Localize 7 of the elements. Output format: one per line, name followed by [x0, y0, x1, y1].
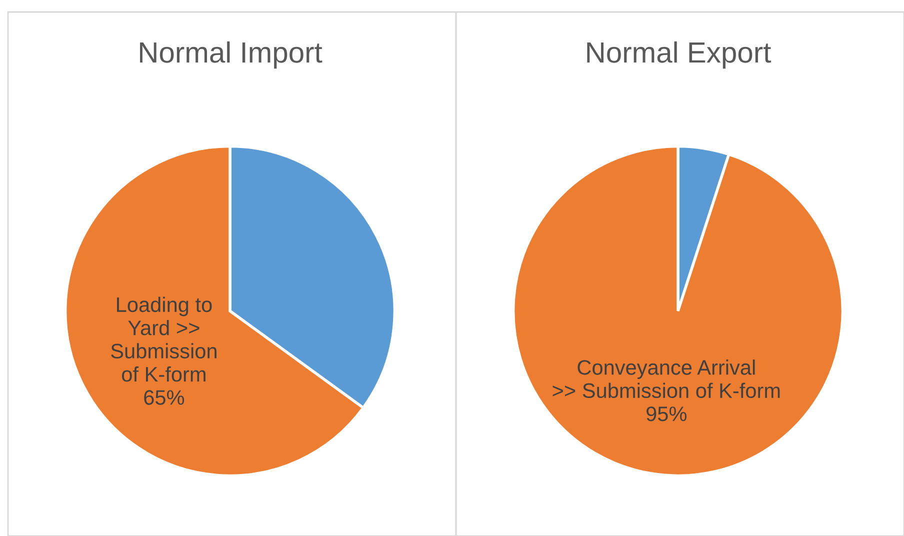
- chart-title: Normal Import: [140, 41, 322, 69]
- pie-slice: [512, 144, 844, 478]
- data-label: 65%: [144, 390, 184, 405]
- data-label: 95%: [646, 406, 687, 422]
- slice-label: Conveyance Arrival >> Submission of K-form: [552, 360, 780, 398]
- slice-label: Loading to Yard >> Submission of K-form: [111, 296, 216, 382]
- chart-title: Normal Export: [587, 41, 771, 69]
